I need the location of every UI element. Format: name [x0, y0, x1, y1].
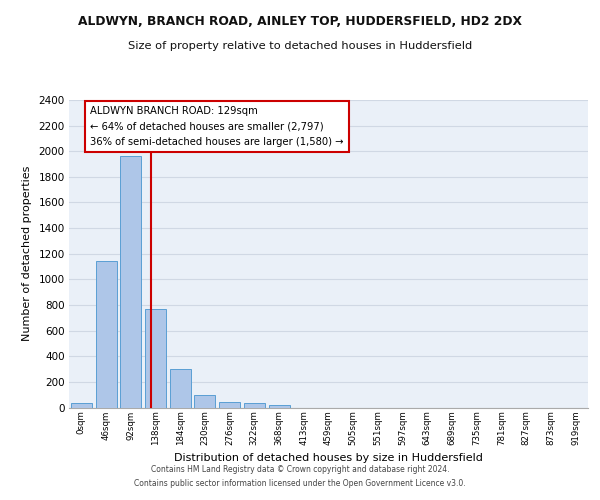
- Text: Size of property relative to detached houses in Huddersfield: Size of property relative to detached ho…: [128, 41, 472, 51]
- Text: ALDWYN, BRANCH ROAD, AINLEY TOP, HUDDERSFIELD, HD2 2DX: ALDWYN, BRANCH ROAD, AINLEY TOP, HUDDERS…: [78, 15, 522, 28]
- Bar: [269, 405, 290, 407]
- Bar: [194, 394, 215, 407]
- Text: Contains HM Land Registry data © Crown copyright and database right 2024.
Contai: Contains HM Land Registry data © Crown c…: [134, 466, 466, 487]
- Bar: [170, 369, 191, 408]
- Bar: [120, 156, 141, 408]
- Bar: [219, 402, 240, 407]
- Text: ALDWYN BRANCH ROAD: 129sqm
← 64% of detached houses are smaller (2,797)
36% of s: ALDWYN BRANCH ROAD: 129sqm ← 64% of deta…: [90, 106, 344, 147]
- Bar: [145, 309, 166, 408]
- X-axis label: Distribution of detached houses by size in Huddersfield: Distribution of detached houses by size …: [174, 454, 483, 464]
- Bar: [244, 403, 265, 407]
- Y-axis label: Number of detached properties: Number of detached properties: [22, 166, 32, 342]
- Bar: [95, 262, 116, 408]
- Bar: [71, 403, 92, 407]
